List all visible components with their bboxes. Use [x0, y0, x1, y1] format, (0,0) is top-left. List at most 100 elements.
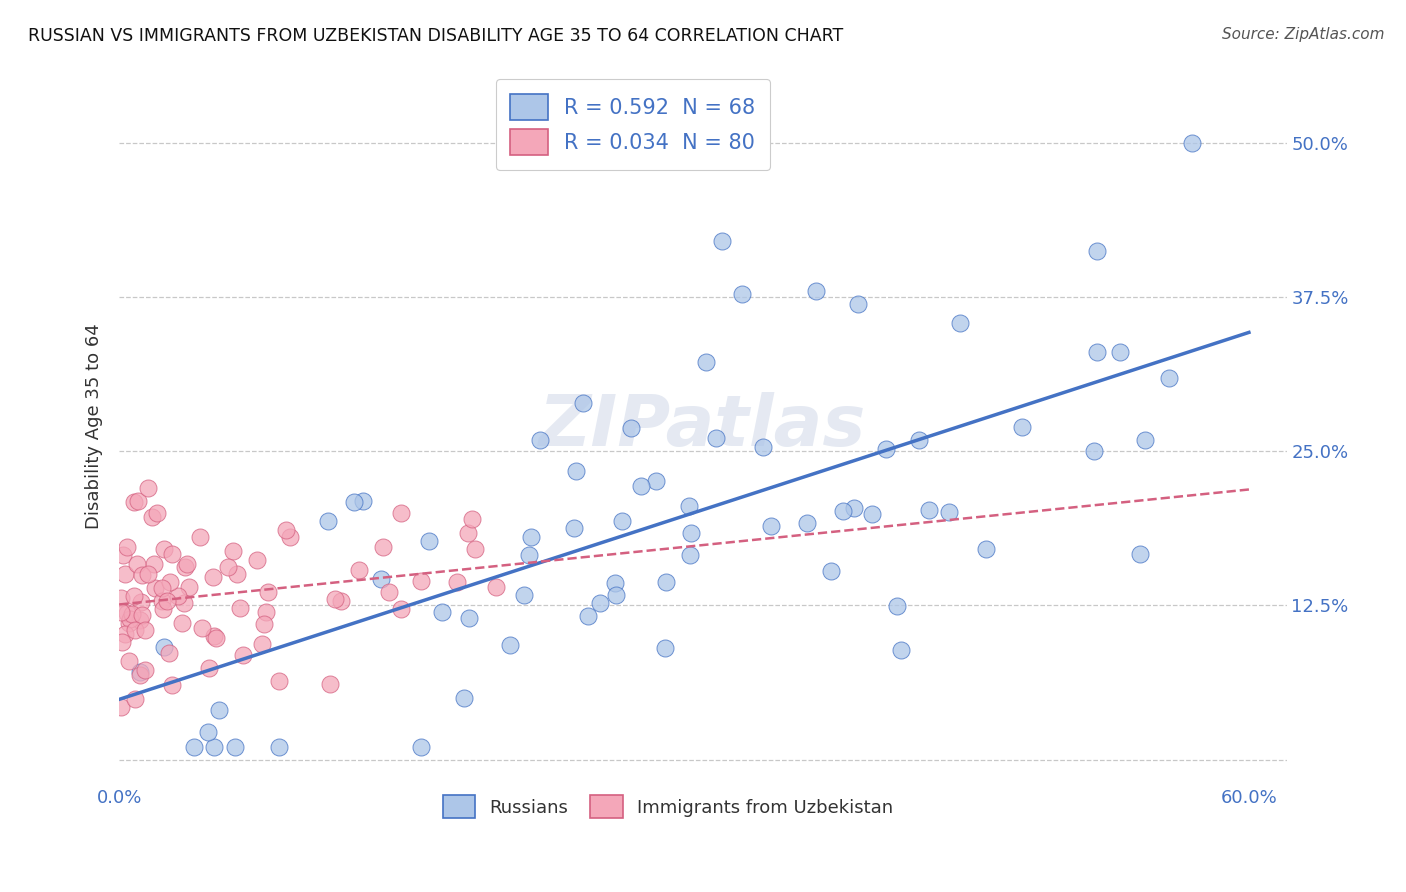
- Point: [603, 575, 626, 590]
- Point: [1109, 345, 1132, 359]
- Point: [124, 589, 146, 603]
- Point: [153, 640, 176, 654]
- Point: [938, 505, 960, 519]
- Point: [630, 478, 652, 492]
- Point: [418, 533, 440, 548]
- Point: [343, 495, 366, 509]
- Point: [572, 396, 595, 410]
- Point: [127, 557, 149, 571]
- Point: [1135, 434, 1157, 448]
- Point: [228, 600, 250, 615]
- Point: [409, 574, 432, 588]
- Point: [318, 514, 340, 528]
- Point: [207, 703, 229, 717]
- Point: [1181, 136, 1204, 150]
- Point: [832, 504, 855, 518]
- Point: [389, 601, 412, 615]
- Point: [513, 588, 536, 602]
- Point: [127, 493, 149, 508]
- Point: [875, 442, 897, 456]
- Point: [731, 287, 754, 301]
- Point: [269, 674, 291, 689]
- Point: [142, 557, 165, 571]
- Point: [610, 514, 633, 528]
- Point: [949, 316, 972, 330]
- Point: [110, 591, 132, 605]
- Text: Source: ZipAtlas.com: Source: ZipAtlas.com: [1222, 27, 1385, 42]
- Point: [576, 609, 599, 624]
- Point: [457, 525, 479, 540]
- Point: [202, 740, 225, 755]
- Point: [146, 506, 169, 520]
- Point: [974, 541, 997, 556]
- Point: [160, 547, 183, 561]
- Point: [1085, 345, 1108, 359]
- Point: [1159, 371, 1181, 385]
- Point: [176, 558, 198, 572]
- Y-axis label: Disability Age 35 to 64: Disability Age 35 to 64: [86, 324, 103, 529]
- Point: [131, 608, 153, 623]
- Point: [370, 572, 392, 586]
- Point: [120, 612, 142, 626]
- Point: [761, 519, 783, 533]
- Point: [202, 629, 225, 643]
- Point: [460, 512, 482, 526]
- Point: [172, 615, 194, 630]
- Point: [254, 605, 277, 619]
- Point: [257, 584, 280, 599]
- Point: [804, 284, 827, 298]
- Point: [202, 570, 225, 584]
- Point: [128, 665, 150, 679]
- Point: [124, 691, 146, 706]
- Point: [562, 521, 585, 535]
- Point: [918, 503, 941, 517]
- Point: [517, 548, 540, 562]
- Point: [644, 475, 666, 489]
- Point: [114, 566, 136, 581]
- Point: [519, 530, 541, 544]
- Point: [908, 433, 931, 447]
- Point: [134, 663, 156, 677]
- Point: [278, 530, 301, 544]
- Point: [564, 464, 586, 478]
- Point: [141, 510, 163, 524]
- Point: [188, 530, 211, 544]
- Point: [156, 594, 179, 608]
- Point: [152, 601, 174, 615]
- Point: [796, 516, 818, 530]
- Point: [115, 540, 138, 554]
- Point: [846, 297, 869, 311]
- Point: [274, 523, 297, 537]
- Point: [1011, 420, 1033, 434]
- Point: [118, 654, 141, 668]
- Point: [752, 440, 775, 454]
- Point: [446, 575, 468, 590]
- Point: [183, 740, 205, 755]
- Point: [349, 563, 371, 577]
- Point: [453, 691, 475, 706]
- Point: [710, 235, 733, 249]
- Point: [224, 740, 246, 755]
- Point: [129, 595, 152, 609]
- Point: [464, 541, 486, 556]
- Point: [118, 615, 141, 630]
- Point: [217, 559, 239, 574]
- Point: [389, 507, 412, 521]
- Point: [173, 596, 195, 610]
- Point: [122, 495, 145, 509]
- Point: [605, 588, 627, 602]
- Point: [655, 574, 678, 589]
- Point: [150, 582, 173, 596]
- Point: [110, 699, 132, 714]
- Point: [117, 607, 139, 621]
- Point: [330, 594, 353, 608]
- Point: [1129, 547, 1152, 561]
- Point: [197, 661, 219, 675]
- Point: [128, 613, 150, 627]
- Text: ZIPatlas: ZIPatlas: [540, 392, 866, 461]
- Point: [232, 648, 254, 662]
- Text: RUSSIAN VS IMMIGRANTS FROM UZBEKISTAN DISABILITY AGE 35 TO 64 CORRELATION CHART: RUSSIAN VS IMMIGRANTS FROM UZBEKISTAN DI…: [28, 27, 844, 45]
- Point: [678, 499, 700, 513]
- Point: [252, 637, 274, 651]
- Point: [654, 640, 676, 655]
